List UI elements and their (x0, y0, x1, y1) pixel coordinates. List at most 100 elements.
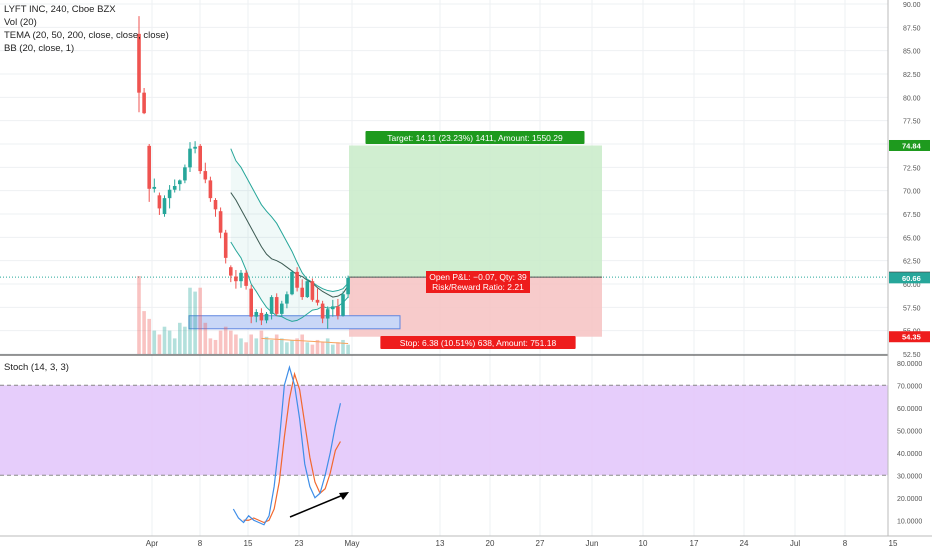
stoch-tick-label: 10.0000 (897, 518, 922, 525)
candle-body (147, 145, 151, 189)
candle (315, 288, 320, 306)
price-tick-label: 77.50 (903, 119, 921, 126)
time-tick-label: 8 (198, 539, 203, 548)
candle-body (193, 146, 197, 149)
candle-body (142, 92, 146, 114)
symbol-title[interactable]: LYFT INC, 240, Cboe BZX (4, 4, 116, 15)
candles (137, 16, 350, 329)
candle-body (203, 171, 208, 180)
candle (320, 300, 325, 324)
volume-bar (167, 330, 172, 354)
candle (331, 299, 335, 317)
candle (290, 270, 294, 296)
candle-body (310, 281, 315, 300)
candle (152, 178, 157, 193)
candle (295, 267, 299, 292)
time-tick-label: 27 (536, 539, 545, 548)
volume-bar (188, 287, 192, 354)
volume-bar (310, 344, 315, 354)
candle-body (162, 198, 167, 214)
candle-body (336, 306, 340, 316)
volume-bar (137, 276, 141, 354)
candle-body (285, 294, 289, 304)
volume-bar (183, 326, 187, 354)
volume-bar (234, 334, 238, 354)
volume-bar (239, 338, 243, 354)
candle (310, 278, 315, 302)
stoch-tick-label: 60.0000 (897, 406, 922, 413)
volume-bar (193, 291, 197, 354)
candle-body (274, 297, 279, 314)
volume-bar (341, 339, 345, 354)
volume-bar (325, 338, 330, 354)
price-tick-label: 70.00 (903, 189, 921, 196)
stoch-label[interactable]: Stoch (14, 3, 3) (4, 362, 69, 373)
candle-body (137, 33, 141, 93)
candle-body (269, 297, 274, 314)
candle-body (290, 271, 294, 295)
candle-body (259, 312, 264, 321)
candle-body (300, 287, 304, 298)
time-tick-label: 17 (690, 539, 699, 548)
volume-bar (178, 322, 182, 354)
stop-label-bg (380, 336, 576, 349)
volume-bar (142, 311, 146, 354)
indicator-bb[interactable]: BB (20, close, 1) (4, 43, 75, 54)
target-label: Target: 14.11 (23.23%) 1411, Amount: 155… (387, 133, 563, 143)
candle (198, 144, 202, 174)
target-label-bg (365, 131, 585, 144)
volume-bar (254, 338, 259, 354)
price-badge-label: 54.35 (902, 333, 921, 342)
candle-body (280, 303, 284, 314)
volume-bar (223, 326, 228, 354)
candle-body (172, 186, 177, 190)
candle (157, 192, 162, 215)
divergence-arrow-head (339, 492, 349, 500)
target-zone (349, 145, 602, 278)
time-tick-label: 15 (889, 539, 898, 548)
indicator-vol[interactable]: Vol (20) (4, 17, 37, 28)
price-badge (889, 331, 930, 343)
candle (172, 179, 177, 193)
stoch-tick-label: 40.0000 (897, 451, 922, 458)
price-tick-label: 67.50 (903, 212, 921, 219)
volume-bar (269, 339, 274, 354)
volume-bar (305, 342, 310, 354)
candle-body (239, 272, 243, 282)
candle-body (315, 299, 320, 303)
candle-body (254, 312, 259, 317)
price-tick-label: 62.50 (903, 259, 921, 266)
price-tick-label: 52.50 (903, 352, 921, 359)
candle (208, 176, 213, 202)
open-pnl-label: Open P&L: −0.07, Qty: 39 (429, 272, 527, 282)
price-tick-label: 82.50 (903, 72, 921, 79)
price-tick-label: 85.00 (903, 49, 921, 56)
candle-body (325, 309, 330, 319)
volume-bar (259, 330, 264, 354)
stop-label: Stop: 6.38 (10.51%) 638, Amount: 751.18 (400, 338, 557, 348)
candle-body (198, 145, 202, 172)
volume-bar (218, 330, 223, 354)
indicator-tema[interactable]: TEMA (20, 50, 200, close, close, close) (4, 30, 169, 41)
candle-body (213, 200, 218, 210)
volume-bar (249, 334, 253, 354)
stoch-tick-label: 30.0000 (897, 473, 922, 480)
volume-ma-line (261, 337, 349, 344)
volume-bar (300, 334, 304, 354)
volume-bar (346, 344, 350, 354)
price-tick-label: 80.00 (903, 95, 921, 102)
volume-bar (274, 334, 279, 354)
volume-bar (172, 338, 177, 354)
volume-bar (280, 338, 284, 354)
tema-lower-line (230, 241, 349, 322)
candle-body (218, 211, 223, 233)
stoch-tick-label: 50.0000 (897, 428, 922, 435)
candle (213, 198, 218, 217)
price-badge (889, 139, 930, 151)
candle (300, 279, 304, 300)
candle (234, 270, 238, 289)
candle-body (178, 180, 182, 185)
